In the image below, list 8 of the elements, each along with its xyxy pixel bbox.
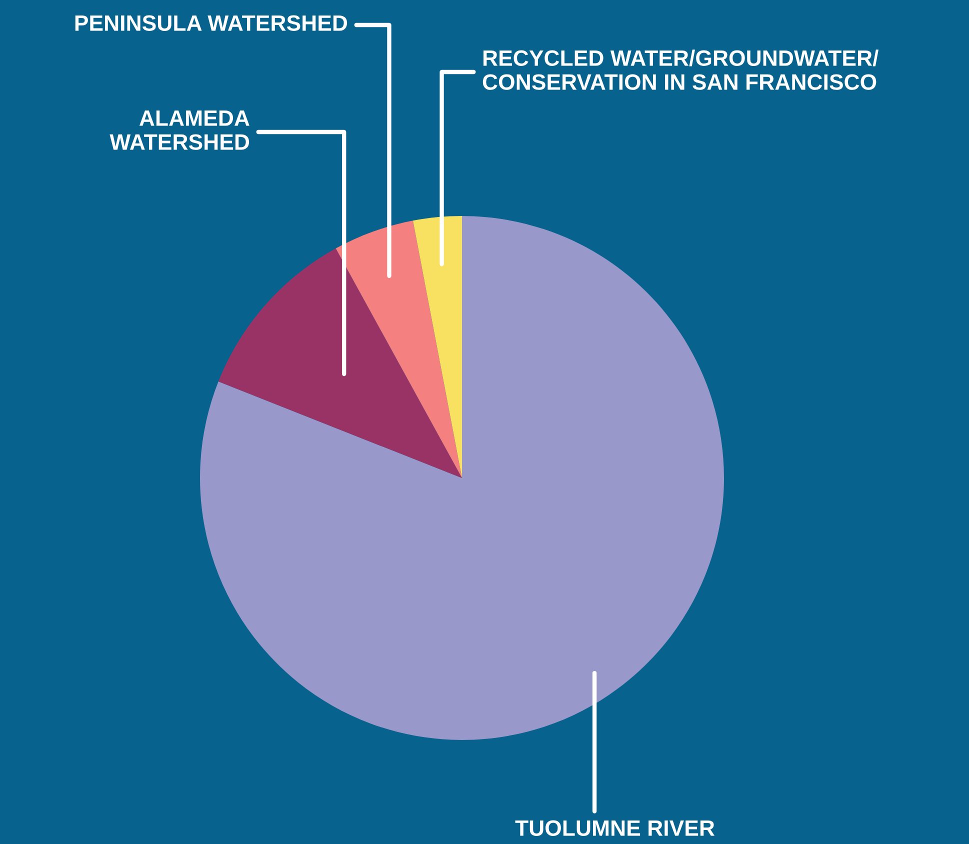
slice-label: ALAMEDA WATERSHED [110, 110, 250, 150]
pie-slice [336, 220, 462, 478]
slice-label: PENINSULA WATERSHED [75, 15, 348, 31]
pie-slice [218, 248, 462, 478]
pie-slice [200, 216, 724, 740]
slice-label: TUOLUMNE RIVER [515, 820, 715, 836]
pie-slice [412, 216, 462, 478]
slice-label: RECYCLED WATER/GROUNDWATER/ CONSERVATION IN SAN FRANCISCO [482, 50, 879, 90]
